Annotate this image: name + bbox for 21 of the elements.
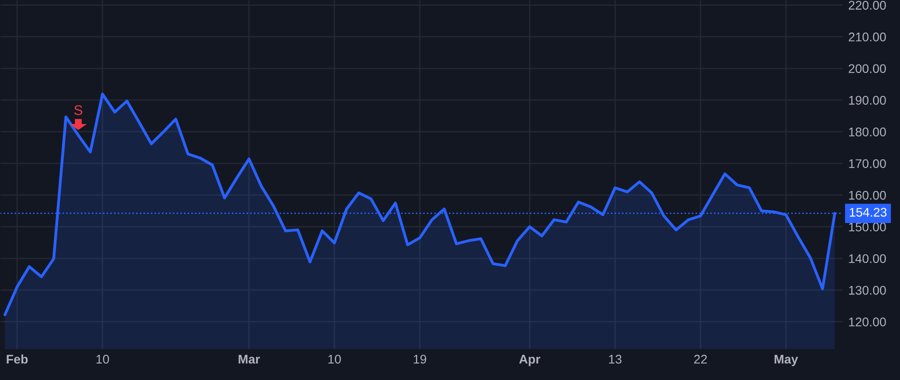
x-tick-label: 22	[694, 354, 707, 364]
x-tick-label: Feb	[6, 354, 28, 364]
y-tick-label: 190.00	[849, 96, 886, 105]
y-tick-label: 210.00	[848, 32, 886, 42]
y-tick-label: 180.00	[849, 128, 886, 136]
x-tick-label: May	[774, 354, 798, 366]
x-tick-label: Mar	[238, 354, 260, 364]
y-tick-label: 140.00	[849, 254, 886, 264]
y-tick-label: 120.00	[849, 318, 886, 326]
annotation: S	[74, 105, 82, 116]
x-tick-label: 10	[328, 354, 341, 364]
y-tick-label: 160.00	[849, 190, 886, 200]
y-tick-label: 170.00	[849, 159, 886, 168]
x-tick-label: 19	[414, 354, 426, 364]
x-tick-label: 13	[609, 354, 622, 364]
ref-line-label: 154.23	[850, 208, 887, 217]
y-tick-label: 200.00	[848, 64, 886, 74]
y-tick-label: 130.00	[849, 286, 886, 295]
y-tick-label: 220.00	[848, 0, 886, 10]
x-tick-label: 10	[96, 354, 109, 364]
x-tick-label: Apr	[519, 354, 540, 366]
